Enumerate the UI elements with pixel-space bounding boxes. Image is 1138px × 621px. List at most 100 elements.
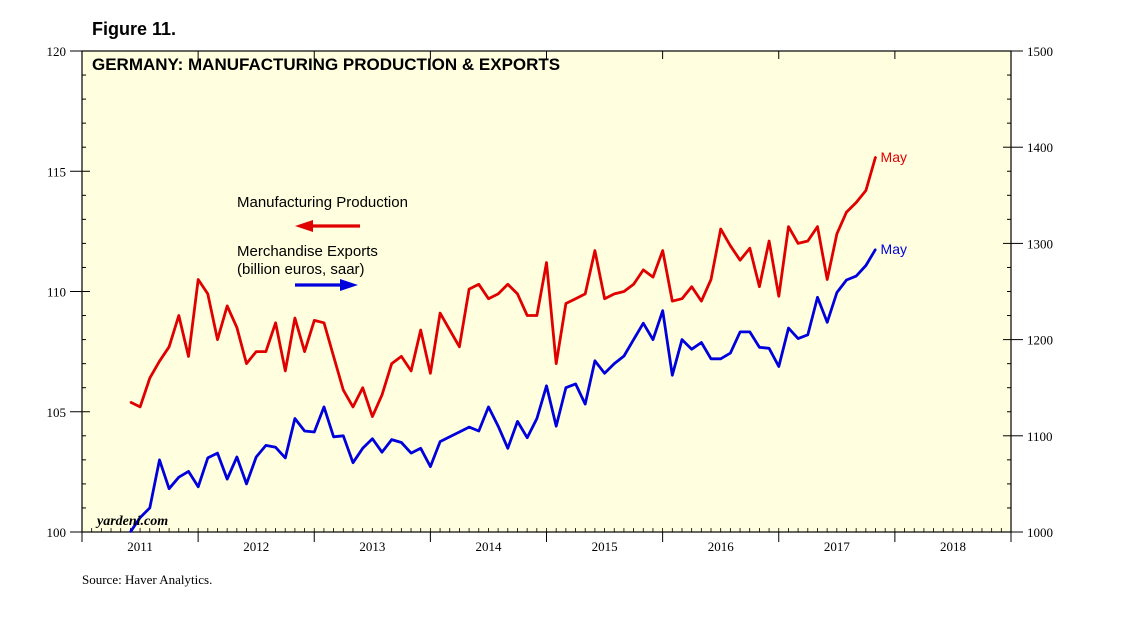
exports-point xyxy=(749,331,751,333)
exports-point xyxy=(739,331,741,333)
production-point xyxy=(352,406,354,408)
exports-point xyxy=(410,452,412,454)
production-point xyxy=(371,415,374,418)
exports-point xyxy=(507,447,509,450)
production-point xyxy=(661,249,664,252)
production-point xyxy=(526,314,528,317)
production-point xyxy=(478,283,480,286)
x-tick-label: 2015 xyxy=(592,539,618,554)
production-point xyxy=(236,326,238,329)
production-point xyxy=(584,293,586,295)
production-point xyxy=(555,362,557,365)
production-point xyxy=(255,350,257,353)
production-point xyxy=(487,297,490,300)
exports-point xyxy=(187,470,190,473)
production-point xyxy=(294,317,296,319)
production-point xyxy=(700,300,703,302)
production-point xyxy=(690,285,693,288)
exports-point xyxy=(700,341,703,344)
exports-point xyxy=(836,291,838,294)
production-point xyxy=(274,322,277,324)
exports-point xyxy=(719,358,722,360)
legend-exports-sublabel: (billion euros, saar) xyxy=(237,261,365,278)
production-point xyxy=(139,406,141,408)
exports-point xyxy=(632,338,635,341)
exports-point xyxy=(149,507,151,509)
production-point xyxy=(323,322,325,324)
production-point xyxy=(749,247,751,249)
production-point xyxy=(507,283,509,286)
exports-point xyxy=(236,456,238,458)
exports-point xyxy=(313,431,316,433)
exports-point xyxy=(400,441,403,444)
chart-title: GERMANY: MANUFACTURING PRODUCTION & EXPO… xyxy=(92,55,560,74)
exports-point xyxy=(826,321,828,324)
production-point xyxy=(671,300,674,302)
exports-point xyxy=(603,372,606,375)
y-right-tick-label: 1000 xyxy=(1027,525,1053,540)
exports-point xyxy=(855,275,857,277)
exports-point xyxy=(226,478,228,480)
exports-point xyxy=(274,446,277,449)
y-left-tick-label: 120 xyxy=(47,44,67,59)
exports-point xyxy=(361,447,364,450)
production-point xyxy=(545,261,548,264)
exports-line xyxy=(129,248,877,533)
exports-point xyxy=(623,355,625,357)
production-point xyxy=(449,329,451,331)
exports-point xyxy=(778,365,780,368)
exports-point xyxy=(536,417,538,420)
exports-point xyxy=(129,531,132,533)
x-tick-label: 2016 xyxy=(708,539,735,554)
production-point xyxy=(332,355,335,358)
legend-exports-label: Merchandise Exports xyxy=(237,243,378,260)
production-point xyxy=(739,259,741,262)
exports-point xyxy=(729,352,732,354)
exports-point xyxy=(332,436,335,438)
exports-point xyxy=(816,296,819,299)
production-point xyxy=(207,293,209,295)
exports-point xyxy=(352,461,354,464)
production-point xyxy=(381,394,383,396)
production-point xyxy=(497,293,500,295)
exports-point xyxy=(381,451,383,454)
exports-point xyxy=(613,362,616,365)
exports-point xyxy=(449,436,451,438)
production-point xyxy=(797,242,799,245)
y-left-tick-label: 105 xyxy=(47,405,67,420)
production-point xyxy=(303,350,306,353)
exports-point xyxy=(197,486,199,488)
exports-point xyxy=(342,435,345,437)
x-tick-label: 2017 xyxy=(824,539,851,554)
production-point xyxy=(158,360,161,363)
x-tick-label: 2013 xyxy=(359,539,385,554)
exports-point xyxy=(265,444,267,447)
production-point xyxy=(565,302,567,305)
exports-point xyxy=(478,430,480,432)
production-point xyxy=(284,370,287,372)
legend-exports-arrowhead xyxy=(340,279,358,291)
exports-point xyxy=(294,417,296,420)
source-note: Source: Haver Analytics. xyxy=(82,572,213,587)
production-point xyxy=(410,370,412,372)
production-point xyxy=(816,225,819,228)
production-point xyxy=(468,288,470,290)
exports-point xyxy=(178,476,180,479)
production-point xyxy=(168,346,170,348)
exports-point xyxy=(526,436,528,439)
exports-point xyxy=(661,309,664,312)
production-point xyxy=(845,211,848,213)
y-right-tick-label: 1400 xyxy=(1027,140,1053,155)
production-point xyxy=(874,156,877,158)
exports-point xyxy=(642,322,645,325)
production-point xyxy=(419,329,422,331)
production-point xyxy=(216,338,219,341)
production-point xyxy=(632,283,635,286)
production-point xyxy=(642,269,645,271)
exports-point xyxy=(787,327,790,329)
y-left-tick-label: 110 xyxy=(47,285,66,300)
exports-point xyxy=(565,386,567,389)
exports-point xyxy=(468,426,470,428)
exports-end-label: May xyxy=(881,241,907,257)
y-right-tick-label: 1500 xyxy=(1027,44,1053,59)
